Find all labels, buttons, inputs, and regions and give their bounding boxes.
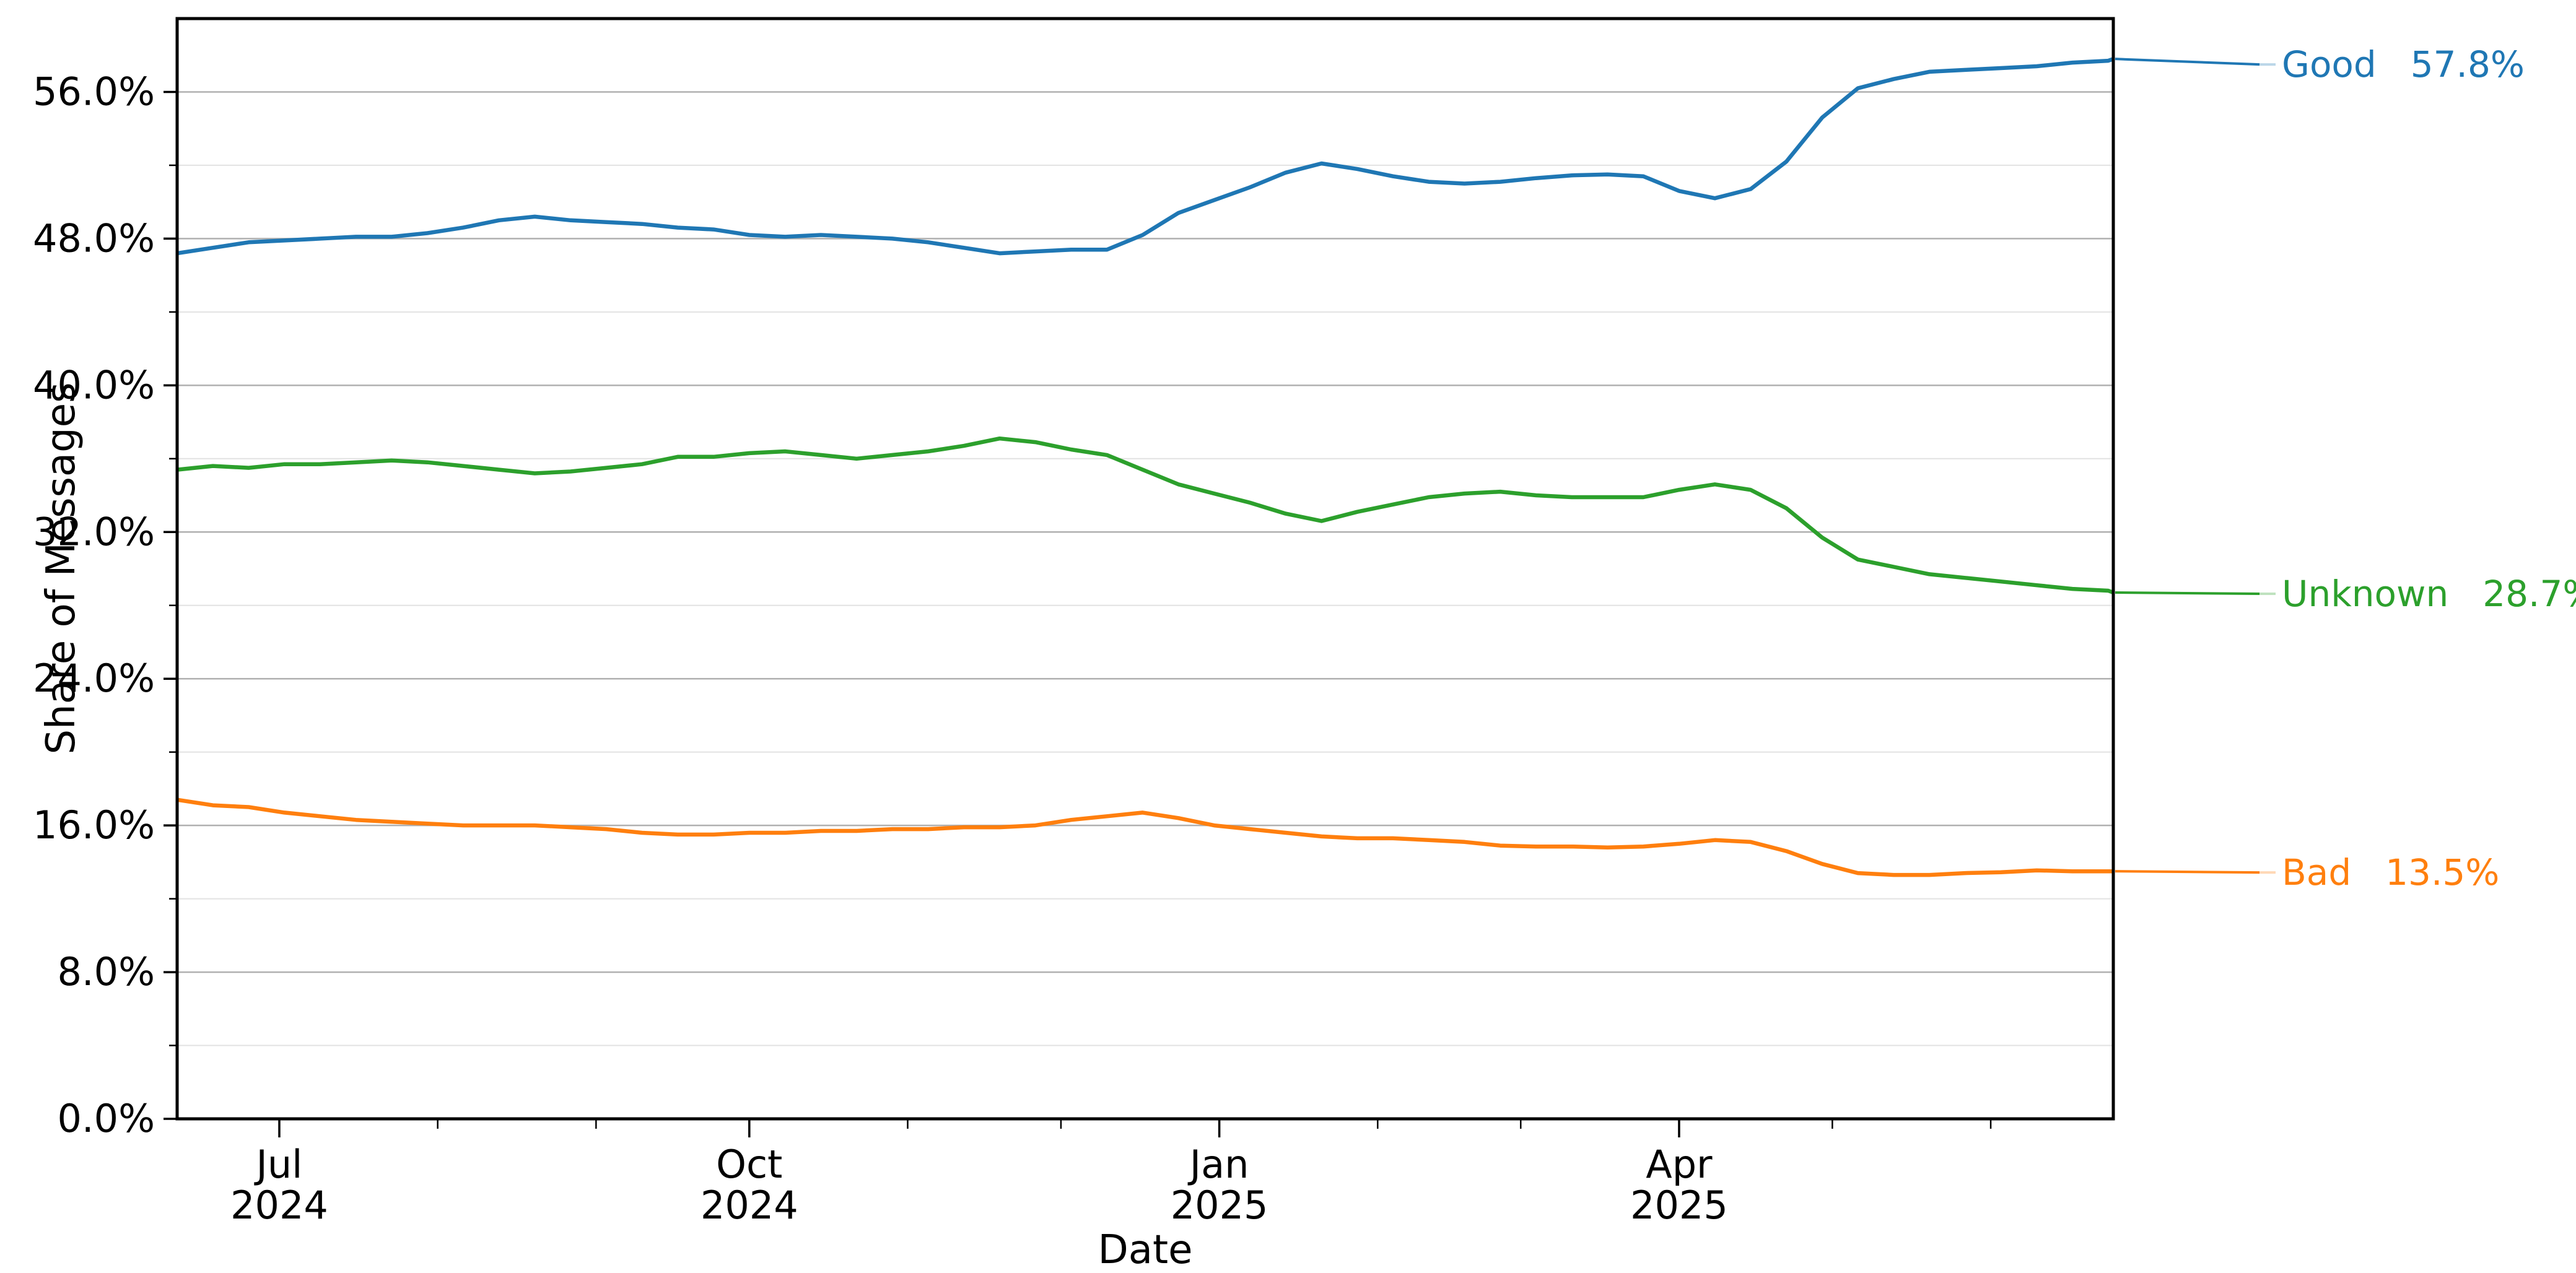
y-tick-label: 0.0% xyxy=(57,1096,155,1141)
y-tick-label: 56.0% xyxy=(33,69,155,114)
series-line-good xyxy=(177,57,2115,256)
leader-line-unknown xyxy=(2115,591,2260,596)
y-tick-label: 40.0% xyxy=(33,362,155,407)
leader-line-good xyxy=(2115,58,2260,66)
y-tick-label: 32.0% xyxy=(33,509,155,554)
series-end-label-good: Good 57.8% xyxy=(2282,43,2525,85)
x-axis-label: Date xyxy=(1098,1227,1193,1273)
data-series-lines xyxy=(177,57,2115,877)
series-end-label-unknown: Unknown 28.7% xyxy=(2282,573,2576,615)
y-tick-label: 24.0% xyxy=(33,656,155,701)
series-name-bad: Bad xyxy=(2282,851,2351,893)
y-tick-label: 16.0% xyxy=(33,802,155,848)
x-tick-label: Oct 2024 xyxy=(701,1142,798,1228)
series-end-label-bad: Bad 13.5% xyxy=(2282,851,2499,893)
series-line-unknown xyxy=(177,436,2115,595)
series-value-bad: 13.5% xyxy=(2385,851,2499,893)
series-line-bad xyxy=(177,797,2113,877)
leader-line-bad xyxy=(2115,870,2260,874)
grid-lines xyxy=(177,91,2113,1046)
x-tick-label: Apr 2025 xyxy=(1630,1142,1728,1228)
axis-tick-labels: 0.0% 8.0% 16.0% 24.0% 32.0% 40.0% 48.0% 56.0% Ju… xyxy=(33,69,1728,1228)
x-tick-label: Jul 2024 xyxy=(230,1142,328,1228)
x-tick-label: Jan 2025 xyxy=(1171,1142,1268,1228)
series-name-good: Good xyxy=(2282,43,2377,85)
series-leader-lines xyxy=(2115,58,2276,874)
series-value-unknown: 28.7% xyxy=(2482,573,2576,615)
y-tick-label: 8.0% xyxy=(57,949,155,994)
y-tick-label: 48.0% xyxy=(33,215,155,261)
y-axis-label: Share of Messages xyxy=(38,383,84,755)
series-value-good: 57.8% xyxy=(2411,43,2525,85)
series-name-unknown: Unknown xyxy=(2282,573,2448,615)
plot-border xyxy=(175,17,2115,1121)
